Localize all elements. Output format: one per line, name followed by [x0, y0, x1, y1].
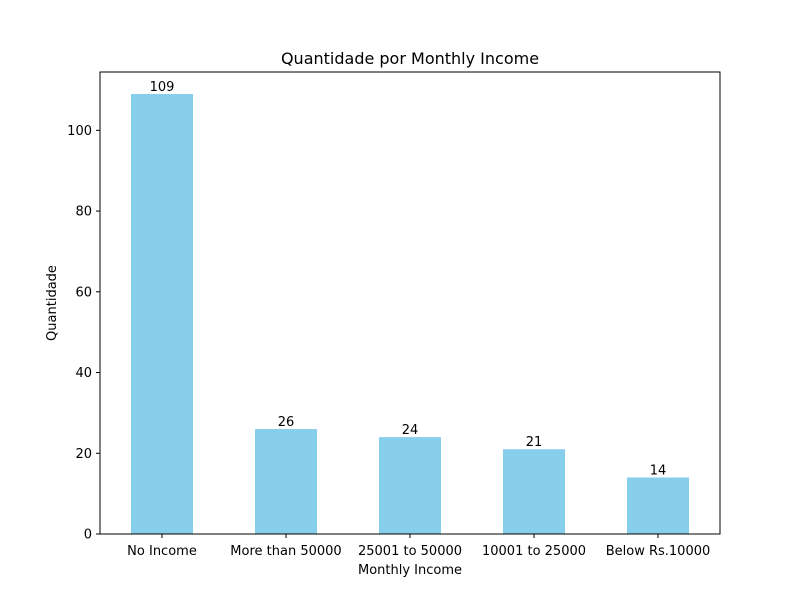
x-tick-label: 25001 to 50000: [358, 544, 462, 559]
y-tick-label: 40: [75, 366, 92, 381]
x-tick-label: Below Rs.10000: [606, 544, 711, 559]
y-tick-label: 20: [75, 447, 92, 462]
plot-frame: [99, 71, 721, 535]
x-tick-label: No Income: [127, 544, 197, 559]
data-label: 26: [278, 415, 295, 430]
bar: [503, 449, 565, 534]
bar: [627, 477, 689, 534]
y-tick-label: 60: [75, 285, 92, 300]
bars: [131, 94, 689, 534]
x-tick-label: More than 50000: [230, 544, 341, 559]
data-label: 14: [650, 463, 667, 478]
x-axis: No Income More than 50000 25001 to 50000 10…: [127, 534, 710, 559]
y-axis: 0 20 40 60 80 100: [67, 124, 100, 543]
bar: [379, 437, 441, 534]
x-axis-label: Monthly Income: [358, 563, 462, 578]
bar: [131, 94, 193, 534]
data-label: 109: [150, 80, 175, 95]
data-label: 21: [526, 435, 543, 450]
data-label: 24: [402, 423, 419, 438]
y-tick-label: 80: [75, 205, 92, 220]
y-tick-label: 0: [84, 528, 92, 543]
y-axis-label: Quantidade: [45, 265, 60, 341]
bar: [255, 429, 317, 534]
chart-title: Quantidade por Monthly Income: [281, 49, 539, 68]
x-tick-label: 10001 to 25000: [482, 544, 586, 559]
data-labels: 109 26 24 21 14: [150, 80, 667, 478]
y-tick-label: 100: [67, 124, 92, 139]
